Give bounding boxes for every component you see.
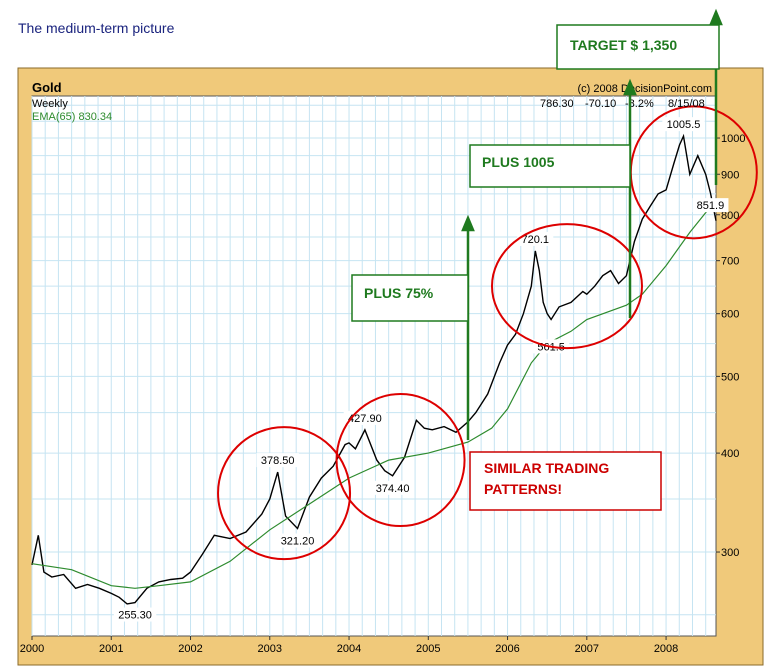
y-tick-label: 800 <box>721 210 739 222</box>
data-label: 720.1 <box>522 234 550 246</box>
data-label-bg <box>113 607 157 622</box>
data-label: 427.90 <box>348 413 382 425</box>
y-tick-label: 300 <box>721 547 739 559</box>
chart-subtitle: Weekly <box>32 98 68 110</box>
circle-2004 <box>335 393 466 528</box>
ema-legend: EMA(65) 830.34 <box>32 111 112 123</box>
grid <box>31 96 716 636</box>
y-tick-label: 400 <box>721 448 739 460</box>
data-label-bg <box>692 198 729 213</box>
x-tick-label: 2003 <box>258 643 282 655</box>
copyright: (c) 2008 DecisionPoint.com <box>577 83 712 95</box>
chart-title: Gold <box>32 80 62 95</box>
page-heading: The medium-term picture <box>18 20 175 36</box>
data-label: 378.50 <box>261 455 295 467</box>
y-tick-label: 600 <box>721 309 739 321</box>
data-label-bg <box>371 480 414 495</box>
data-label: 851.9 <box>697 200 725 212</box>
similar-callout <box>469 451 662 511</box>
data-label-bg <box>662 117 705 132</box>
axes: 2000 2001 2002 2003 2004 2005 2006 2007 2008 300 4… <box>20 133 746 655</box>
target-callout <box>556 24 720 70</box>
arrow-plus75-head <box>461 214 475 232</box>
arrow-target-head <box>709 8 723 26</box>
plus1005-callout-text: PLUS 1005 <box>482 154 555 170</box>
data-label-bg <box>256 453 299 468</box>
arrow-plus1005-head <box>623 78 637 96</box>
similar-callout-line1: SIMILAR TRADING <box>484 460 609 476</box>
data-label-bg <box>276 533 319 548</box>
data-label: 1005.5 <box>667 119 701 131</box>
data-label: 374.40 <box>376 483 410 495</box>
x-tick-label: 2000 <box>20 643 44 655</box>
y-tick-label: 500 <box>721 371 739 383</box>
data-label: 321.20 <box>281 536 315 548</box>
plus75-callout <box>351 274 469 322</box>
x-tick-label: 2006 <box>495 643 519 655</box>
quote-pct: -8.2% <box>625 98 654 110</box>
x-tick-label: 2004 <box>337 643 361 655</box>
plus1005-callout <box>469 144 631 188</box>
x-tick-label: 2001 <box>99 643 123 655</box>
circle-2003 <box>217 426 352 561</box>
y-tick-label: 900 <box>721 169 739 181</box>
data-label: 255.30 <box>118 610 152 622</box>
quote-change: -70.10 <box>585 98 616 110</box>
x-tick-label: 2005 <box>416 643 440 655</box>
quote-date: 8/15/08 <box>668 98 705 110</box>
quote-close: 786.30 <box>540 98 574 110</box>
x-tick-label: 2007 <box>575 643 599 655</box>
x-tick-label: 2008 <box>654 643 678 655</box>
x-tick-label: 2002 <box>178 643 202 655</box>
data-label-bg <box>517 231 554 246</box>
circle-2006 <box>490 223 643 350</box>
y-tick-label: 700 <box>721 256 739 268</box>
similar-callout-line2: PATTERNS! <box>484 481 562 497</box>
y-tick-label: 1000 <box>721 133 745 145</box>
plus75-callout-text: PLUS 75% <box>364 285 434 301</box>
target-callout-text: TARGET $ 1,350 <box>570 37 677 53</box>
